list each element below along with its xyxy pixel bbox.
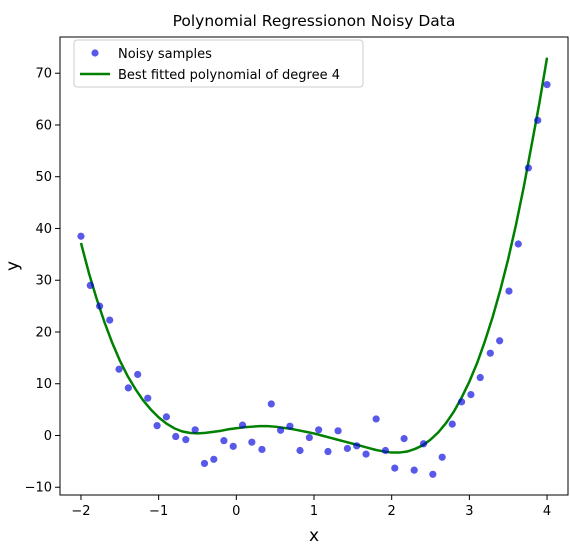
x-tick-label: 4 bbox=[543, 504, 551, 519]
sample-point bbox=[96, 302, 104, 310]
sample-point bbox=[476, 373, 484, 382]
sample-point bbox=[86, 281, 94, 290]
sample-point bbox=[106, 316, 114, 324]
x-tick-label: −1 bbox=[149, 504, 168, 519]
sample-point bbox=[248, 438, 256, 446]
y-tick-label: 20 bbox=[35, 325, 52, 340]
y-tick-label: 30 bbox=[35, 274, 52, 289]
x-tick-label: −2 bbox=[71, 504, 90, 519]
x-tick-label: 3 bbox=[465, 504, 473, 519]
x-tick-label: 0 bbox=[232, 504, 240, 519]
sample-point bbox=[419, 440, 428, 448]
sample-point bbox=[305, 433, 313, 442]
sample-point bbox=[362, 450, 370, 458]
legend-marker-samples bbox=[91, 49, 99, 57]
sample-point bbox=[315, 426, 323, 434]
sample-point bbox=[438, 453, 446, 461]
sample-point bbox=[200, 459, 209, 468]
sample-point bbox=[324, 447, 332, 456]
sample-point bbox=[543, 81, 551, 89]
sample-point bbox=[134, 370, 142, 379]
sample-point bbox=[277, 426, 285, 434]
scatter-points-layer bbox=[77, 81, 551, 478]
legend: Noisy samples Best fitted polynomial of … bbox=[73, 39, 364, 88]
y-tick-label: 0 bbox=[44, 429, 52, 444]
sample-point bbox=[410, 466, 418, 474]
y-tick-label: 40 bbox=[35, 222, 52, 237]
sample-point bbox=[524, 164, 532, 172]
sample-point bbox=[353, 442, 361, 450]
fit-line bbox=[79, 57, 549, 454]
sample-point bbox=[372, 415, 380, 423]
sample-point bbox=[400, 434, 408, 443]
fit-line-layer bbox=[79, 57, 549, 454]
y-tick-label: 10 bbox=[35, 377, 52, 392]
sample-point bbox=[381, 446, 390, 455]
sample-point bbox=[124, 384, 132, 392]
sample-point bbox=[172, 432, 180, 441]
sample-point bbox=[238, 421, 247, 429]
sample-point bbox=[448, 420, 456, 428]
sample-point bbox=[286, 422, 294, 430]
sample-point bbox=[514, 240, 522, 248]
sample-point bbox=[343, 444, 351, 453]
sample-point bbox=[153, 422, 161, 430]
sample-point bbox=[144, 394, 152, 402]
sample-point bbox=[534, 116, 542, 124]
y-tick-label: 70 bbox=[35, 67, 52, 82]
legend-label-fit: Best fitted polynomial of degree 4 bbox=[118, 68, 340, 83]
sample-point bbox=[267, 400, 275, 408]
sample-point bbox=[391, 464, 399, 472]
sample-point bbox=[182, 436, 190, 444]
x-axis-ticks: −2 −1 0 1 2 3 4 bbox=[71, 495, 551, 519]
sample-point bbox=[486, 349, 494, 357]
sample-point bbox=[229, 442, 237, 450]
sample-point bbox=[210, 455, 218, 463]
legend-box bbox=[73, 39, 364, 88]
sample-point bbox=[334, 427, 342, 435]
x-axis-label: x bbox=[309, 526, 319, 546]
sample-point bbox=[220, 437, 228, 445]
sample-point bbox=[467, 391, 475, 399]
sample-point bbox=[296, 446, 304, 455]
sample-point bbox=[457, 398, 466, 406]
y-tick-label: 50 bbox=[35, 170, 52, 185]
x-tick-label: 1 bbox=[310, 504, 318, 519]
x-tick-label: 2 bbox=[388, 504, 396, 519]
legend-label-samples: Noisy samples bbox=[118, 47, 212, 62]
sample-point bbox=[505, 287, 513, 295]
plot-area bbox=[60, 37, 568, 495]
chart-title: Polynomial Regressionon Noisy Data bbox=[173, 12, 456, 30]
sample-point bbox=[115, 365, 123, 373]
y-axis-label: y bbox=[3, 261, 23, 271]
sample-point bbox=[496, 337, 504, 345]
sample-point bbox=[191, 426, 199, 434]
y-axis-ticks: −10 0 10 20 30 40 50 60 70 bbox=[25, 67, 60, 496]
sample-point bbox=[258, 445, 266, 454]
y-tick-label: 60 bbox=[35, 118, 52, 133]
sample-point bbox=[429, 470, 437, 478]
sample-point bbox=[77, 232, 85, 240]
y-tick-label: −10 bbox=[25, 481, 52, 496]
sample-point bbox=[162, 413, 171, 421]
